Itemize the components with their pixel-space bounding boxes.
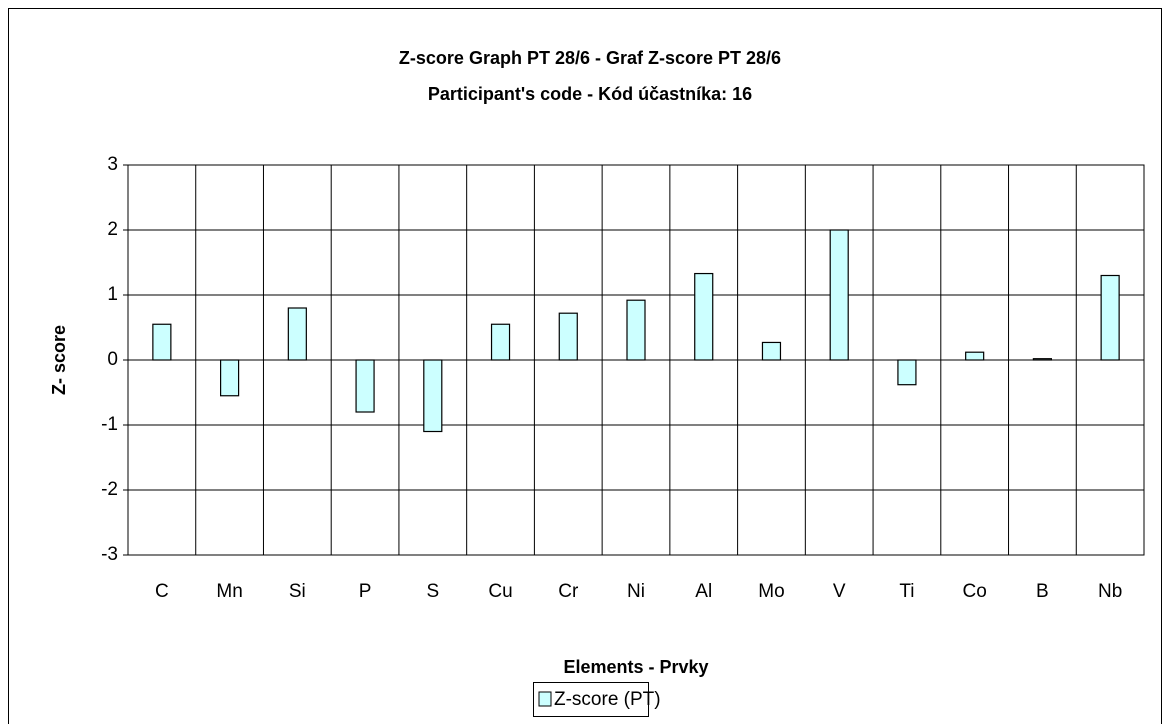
bar [1032,358,1053,361]
chart-title: Z-score Graph PT 28/6 - Graf Z-score PT … [399,48,781,68]
x-tick-label: C [155,581,169,602]
x-tick-label: Co [963,581,987,602]
y-tick-label: -2 [101,479,118,500]
bar [897,359,917,386]
y-axis-label: Z- score [49,325,69,395]
legend-swatch [538,691,552,707]
bar [220,359,240,397]
bar [490,323,511,361]
bar [1100,274,1120,361]
y-tick-label: -3 [101,544,118,565]
x-tick-label: Nb [1098,581,1122,602]
bar [694,272,714,361]
x-tick-label: Al [695,581,712,602]
x-tick-label: Mn [216,581,242,602]
bar [287,307,307,361]
x-tick-label: Si [289,581,306,602]
bar [355,359,375,413]
bar [423,359,443,433]
x-tick-label: B [1036,581,1049,602]
y-tick-label: 1 [107,284,118,305]
x-tick-label: Cu [488,581,512,602]
x-tick-label: S [426,581,439,602]
x-tick-label: V [833,581,846,602]
bar [965,351,985,361]
x-tick-label: P [359,581,372,602]
x-tick-label: Mo [758,581,784,602]
y-tick-label: 0 [107,349,118,370]
bar [829,229,849,361]
x-tick-label: Ni [627,581,645,602]
bar [558,312,578,361]
chart-subtitle: Participant's code - Kód účastníka: 16 [428,84,752,104]
x-tick-label: Ti [899,581,914,602]
y-tick-label: -1 [101,414,118,435]
x-axis-label: Elements - Prvky [563,657,708,677]
bar [152,323,172,361]
x-tick-label: Cr [558,581,579,602]
bar [626,299,646,361]
legend-label: Z-score (PT) [554,689,661,710]
y-tick-label: 3 [107,154,118,175]
legend-box [533,682,649,717]
y-tick-label: 2 [107,219,118,240]
bar [761,341,782,361]
